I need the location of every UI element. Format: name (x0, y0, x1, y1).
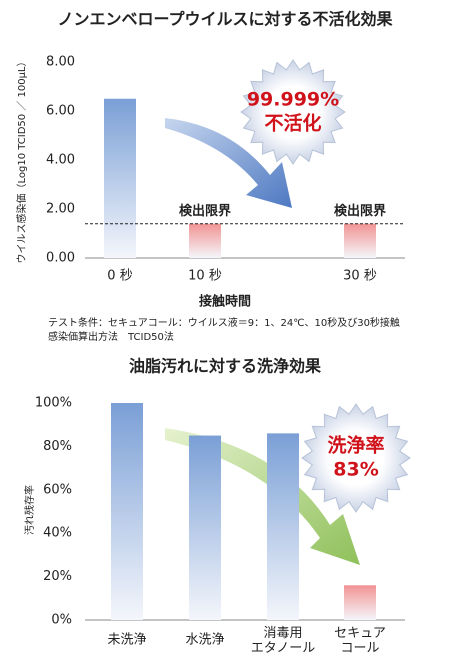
callout: 99.999% (247, 89, 339, 111)
label-line: コール (340, 641, 379, 656)
arrow (165, 428, 360, 565)
x-tick-label: セキュアコール (334, 626, 386, 656)
label-line: エタノール (251, 641, 316, 656)
y-axis-label: 汚れ残存率 (23, 485, 36, 535)
y-tick-label: 0.00 (46, 251, 75, 266)
callout: 洗浄率 (327, 434, 384, 457)
y-axis-label: ウイルス感染価（Log10 TCID50 ／ 100μL） (15, 56, 28, 263)
chart-title: ノンエンベロープウイルスに対する不活化効果 (57, 10, 392, 29)
y-tick-label: 2.00 (46, 202, 75, 217)
bar (104, 98, 136, 258)
x-tick-label: 10 秒 (188, 269, 222, 284)
x-tick-label: 水洗浄 (185, 633, 224, 648)
y-tick-label: 40% (43, 526, 72, 541)
bar (111, 403, 143, 620)
y-tick-label: 0% (51, 613, 72, 628)
annotation: 検出限界 (334, 203, 386, 219)
y-tick-label: 6.00 (46, 104, 75, 119)
x-tick-label: 30 秒 (343, 269, 377, 284)
y-tick-label: 60% (43, 482, 72, 497)
bar (189, 435, 221, 620)
starburst (301, 403, 411, 513)
label-line: 消毒用 (263, 626, 302, 641)
note: 感染価算出方法 TCID50法 (48, 330, 174, 343)
bar (344, 223, 376, 258)
annotation: 検出限界 (179, 203, 231, 219)
x-axis-label: 接触時間 (199, 294, 251, 310)
x-tick-label: 0 秒 (107, 269, 132, 284)
note: テスト条件：セキュアコール：ウイルス液＝9：1、24℃、10秒及び30秒接触 (48, 316, 400, 329)
label-line: セキュア (334, 626, 386, 641)
y-tick-label: 20% (43, 569, 72, 584)
bar (344, 585, 376, 620)
y-tick-label: 100% (35, 396, 72, 411)
bar (189, 223, 221, 258)
y-tick-label: 80% (43, 439, 72, 454)
starburst (240, 59, 346, 165)
bar (267, 433, 299, 620)
arrow (165, 118, 292, 208)
x-tick-label: 消毒用エタノール (251, 626, 316, 656)
y-tick-label: 4.00 (46, 153, 75, 168)
callout: 不活化 (264, 112, 321, 135)
y-tick-label: 8.00 (46, 55, 75, 70)
x-tick-label: 未洗浄 (107, 633, 146, 648)
callout: 83% (333, 459, 378, 481)
chart-title: 油脂汚れに対する洗浄効果 (129, 357, 321, 376)
